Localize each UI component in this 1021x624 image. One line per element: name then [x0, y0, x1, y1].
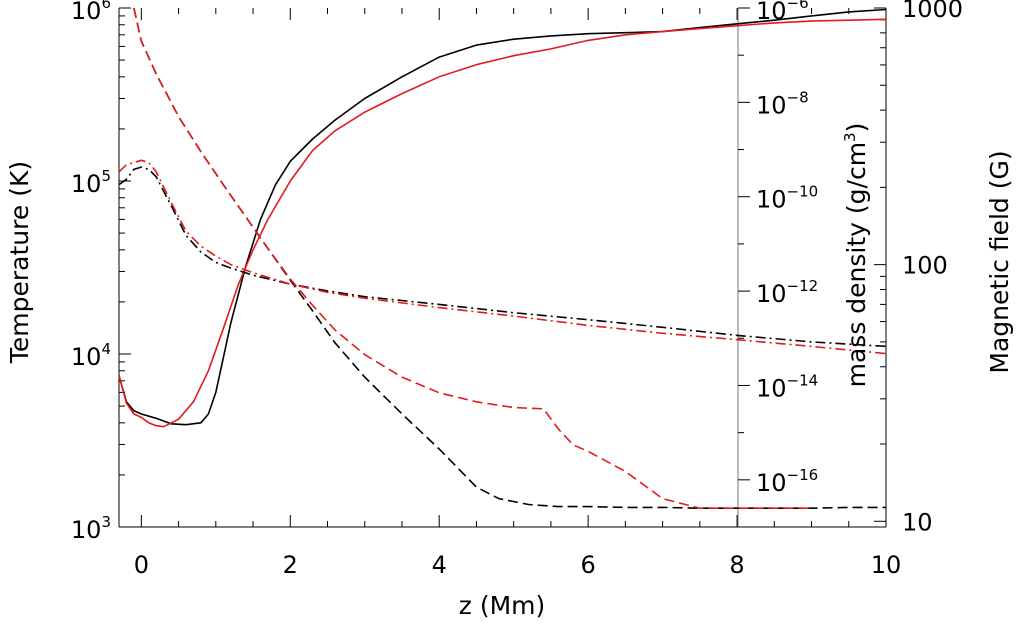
density-axis-label-exponent: 3	[841, 132, 859, 142]
density-tick-label: 10−6	[756, 0, 809, 25]
temperature-series-line-2	[118, 18, 887, 428]
density-tick-label: 10−12	[756, 277, 818, 308]
density-axis-label-text: mass density (g/cm	[842, 142, 871, 387]
x-tick-label: 6	[580, 551, 595, 579]
temperature-tick-label: 104	[71, 340, 111, 371]
density-series-line-4	[133, 7, 812, 510]
density-axis-label-close: )	[842, 123, 871, 133]
x-axis-label: z (Mm)	[459, 591, 546, 620]
temperature-tick-label: 105	[71, 167, 111, 198]
x-tick-label: 4	[432, 551, 447, 579]
density-axis-label: mass density (g/cm3)	[841, 123, 871, 388]
field-series-line-6	[118, 159, 887, 355]
axes-frame	[118, 8, 887, 528]
density-series-line-3	[133, 7, 886, 510]
temperature-tick-label: 106	[71, 0, 111, 25]
density-tick-label: 10−10	[756, 183, 818, 214]
x-tick-label: 2	[283, 551, 298, 579]
temperature-series-line-1	[118, 8, 887, 426]
tick-marks	[119, 7, 887, 528]
temperature-tick-label: 103	[71, 513, 111, 544]
field-tick-label: 10	[902, 508, 933, 536]
x-tick-label: 0	[134, 551, 149, 579]
density-tick-label: 10−16	[756, 466, 818, 497]
x-tick-label: 8	[729, 551, 744, 579]
series-lines	[118, 7, 887, 510]
x-tick-label: 10	[871, 551, 902, 579]
field-series-line-5	[118, 166, 887, 348]
density-tick-label: 10−8	[756, 88, 809, 119]
temperature-axis-label: Temperature (K)	[5, 161, 34, 364]
field-tick-label: 100	[902, 252, 948, 280]
field-tick-label: 1000	[902, 0, 963, 23]
tick-labels: 0 2 4 6 8 1010310410510610−1610−1410−1210−101…	[71, 0, 963, 579]
density-tick-label: 10−14	[756, 371, 818, 402]
field-axis-label: Magnetic field (G)	[985, 150, 1014, 373]
